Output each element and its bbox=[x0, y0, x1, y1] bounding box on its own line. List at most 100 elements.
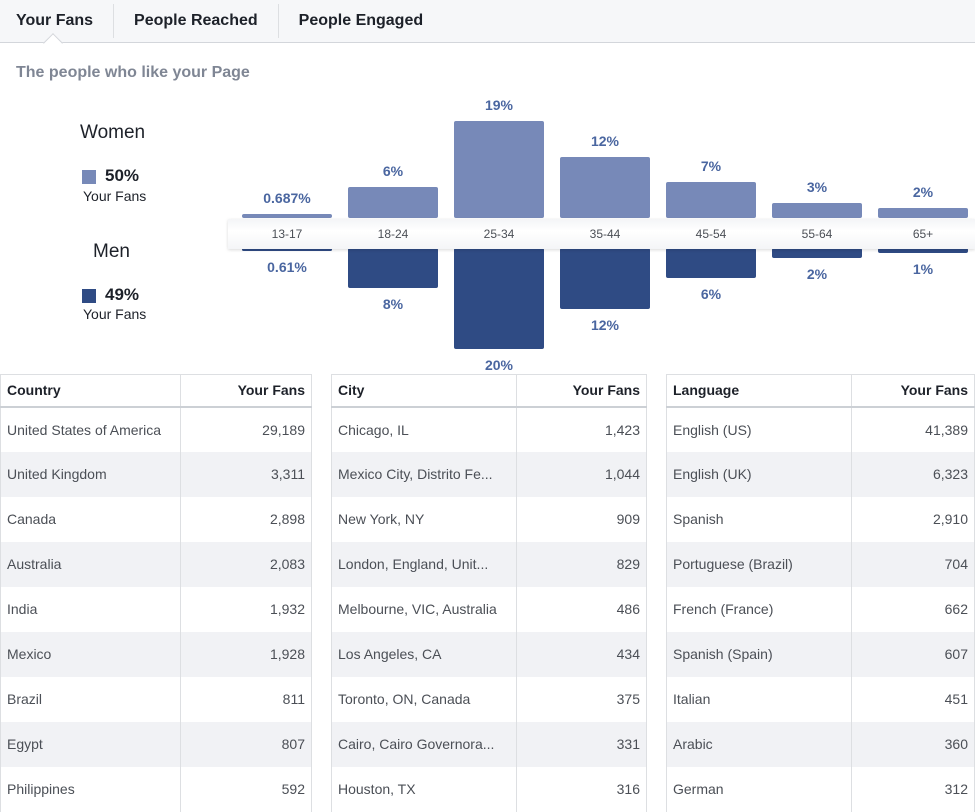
label-women-55-64: 3% bbox=[806, 178, 828, 195]
label-women-65+: 2% bbox=[912, 183, 934, 200]
legend-men-title: Men bbox=[93, 241, 130, 262]
table-row: United Kingdom 3,311 bbox=[0, 451, 312, 497]
bar-women-65+ bbox=[878, 207, 968, 218]
table-row: India 1,932 bbox=[0, 586, 312, 632]
language-cell: Spanish (Spain) bbox=[666, 631, 852, 677]
fans-cell: 592 bbox=[281, 781, 305, 797]
language-cell: Portuguese (Brazil) bbox=[666, 541, 852, 587]
fans-cell: 1,932 bbox=[269, 601, 305, 617]
city-cell: Toronto, ON, Canada bbox=[331, 676, 517, 722]
bar-women-13-17 bbox=[242, 214, 332, 218]
fans-cell: 2,083 bbox=[180, 541, 312, 587]
tab-bar: Your Fans People Reached People Engaged bbox=[0, 0, 975, 43]
city-cell: Melbourne, VIC, Australia bbox=[331, 586, 517, 632]
table-row: Mexico City, Distrito Fe... 1,044 bbox=[331, 451, 647, 497]
fans-cell: 2,910 bbox=[932, 511, 968, 527]
table-row: Cairo, Cairo Governora... 331 bbox=[331, 721, 647, 767]
legend-men-swatch bbox=[82, 289, 96, 303]
table-row: Canada 2,898 bbox=[0, 496, 312, 542]
table-row: Spanish (Spain) 607 bbox=[666, 631, 975, 677]
tick-65+: 65+ bbox=[912, 227, 934, 241]
country-table: Country Your Fans United States of America… bbox=[0, 374, 312, 812]
label-men-18-24: 8% bbox=[382, 296, 404, 313]
tick-45-54: 45-54 bbox=[695, 227, 727, 241]
country-cell: India bbox=[0, 586, 181, 632]
fans-cell: 434 bbox=[516, 631, 647, 677]
city-cell: Chicago, IL bbox=[331, 406, 517, 452]
tab-people-reached[interactable]: People Reached bbox=[114, 4, 279, 38]
table-row: Chicago, IL 1,423 bbox=[331, 406, 647, 452]
language-cell: Spanish bbox=[666, 496, 852, 542]
language-cell: English (UK) bbox=[666, 451, 852, 497]
bar-men-18-24 bbox=[348, 248, 438, 289]
table-row: Melbourne, VIC, Australia 486 bbox=[331, 586, 647, 632]
city-cell: London, England, Unit... bbox=[331, 541, 517, 587]
legend-men-percent: 49% bbox=[105, 285, 140, 304]
label-women-13-17: 0.687% bbox=[263, 190, 311, 206]
label-men-55-64: 2% bbox=[806, 266, 828, 283]
table-row: United States of America 29,189 bbox=[0, 406, 312, 452]
country-cell: United Kingdom bbox=[0, 451, 181, 497]
tick-35-44: 35-44 bbox=[589, 227, 621, 241]
table-row: New York, NY 909 bbox=[331, 496, 647, 542]
column-header-fans[interactable]: Your Fans bbox=[851, 374, 975, 408]
bar-men-45-54 bbox=[666, 248, 756, 279]
column-header-city[interactable]: City bbox=[331, 374, 517, 408]
fans-cell: 909 bbox=[616, 511, 640, 527]
city-cell: New York, NY bbox=[331, 496, 517, 542]
table-row: Portuguese (Brazil) 704 bbox=[666, 541, 975, 587]
fans-cell: 486 bbox=[616, 601, 640, 617]
table-header: Country Your Fans bbox=[0, 374, 312, 408]
tab-your-fans[interactable]: Your Fans bbox=[0, 4, 115, 38]
legend-men-sub: Your Fans bbox=[83, 306, 147, 322]
tab-people-engaged[interactable]: People Engaged bbox=[298, 12, 424, 29]
column-header-language[interactable]: Language bbox=[666, 374, 852, 408]
bar-women-45-54 bbox=[666, 182, 756, 218]
section-subtitle: The people who like your Page bbox=[16, 64, 250, 81]
label-men-13-17: 0.61% bbox=[267, 259, 307, 276]
tick-25-34: 25-34 bbox=[483, 227, 515, 241]
bar-women-18-24 bbox=[348, 187, 438, 218]
fans-cell: 811 bbox=[282, 691, 305, 707]
column-header-country[interactable]: Country bbox=[0, 374, 181, 408]
fans-cell: 704 bbox=[851, 541, 975, 587]
table-row: English (UK) 6,323 bbox=[666, 451, 975, 497]
language-table: Language Your Fans English (US) 41,389 Engli… bbox=[666, 374, 975, 812]
label-women-25-34: 19% bbox=[484, 97, 514, 114]
fans-cell: 3,311 bbox=[180, 451, 312, 497]
table-row: French (France) 662 bbox=[666, 586, 975, 632]
fans-cell: 1,928 bbox=[180, 631, 312, 677]
bar-women-55-64 bbox=[772, 202, 862, 218]
country-cell: Australia bbox=[0, 541, 181, 587]
table-row: Los Angeles, CA 434 bbox=[331, 631, 647, 677]
fans-cell: 375 bbox=[616, 691, 640, 707]
table-row: Brazil 811 bbox=[0, 676, 312, 722]
language-cell: Arabic bbox=[666, 721, 852, 767]
fans-cell: 607 bbox=[851, 631, 975, 677]
city-cell: Mexico City, Distrito Fe... bbox=[331, 451, 517, 497]
column-header-fans[interactable]: Your Fans bbox=[516, 374, 647, 408]
table-row: Philippines 592 bbox=[0, 766, 312, 812]
fans-cell: 829 bbox=[516, 541, 647, 587]
table-row: Arabic 360 bbox=[666, 721, 975, 767]
city-cell: Cairo, Cairo Governora... bbox=[331, 721, 517, 767]
table-row: Italian 451 bbox=[666, 676, 975, 722]
bar-men-25-34 bbox=[454, 248, 544, 349]
bar-men-35-44 bbox=[560, 248, 650, 309]
age-axis: 13-17 18-24 25-34 35-44 45-54 55-64 65+ bbox=[228, 219, 975, 249]
city-cell: Los Angeles, CA bbox=[331, 631, 517, 677]
bar-women-25-34 bbox=[454, 121, 544, 218]
table-row: Toronto, ON, Canada 375 bbox=[331, 676, 647, 722]
language-cell: French (France) bbox=[666, 586, 852, 632]
tick-18-24: 18-24 bbox=[377, 227, 409, 241]
fans-cell: 451 bbox=[944, 691, 968, 707]
language-cell: English (US) bbox=[666, 406, 852, 452]
fans-cell: 316 bbox=[616, 781, 640, 797]
fans-cell: 1,423 bbox=[604, 421, 640, 438]
fans-cell: 807 bbox=[180, 721, 312, 767]
bar-men-13-17 bbox=[242, 248, 332, 252]
label-men-25-34: 20% bbox=[484, 357, 514, 373]
table-row: Australia 2,083 bbox=[0, 541, 312, 587]
country-cell: Mexico bbox=[0, 631, 181, 677]
column-header-fans[interactable]: Your Fans bbox=[180, 374, 312, 408]
